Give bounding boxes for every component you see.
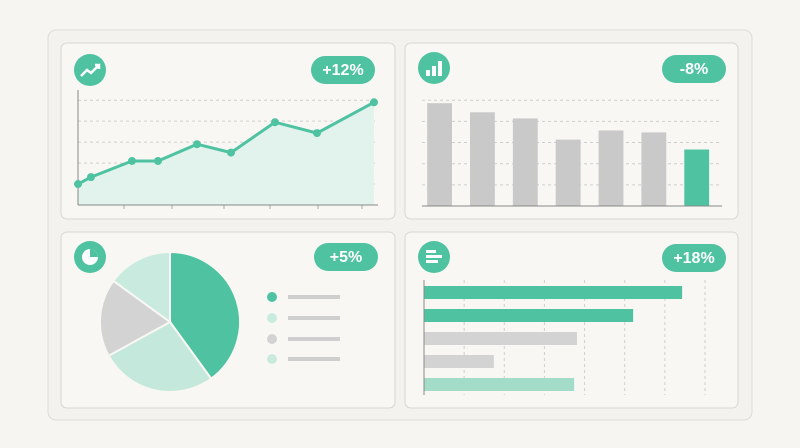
point: [227, 148, 235, 157]
badge: [314, 243, 378, 271]
badge-label: -8%: [680, 61, 708, 78]
bar: [684, 149, 710, 206]
badge-label: +12%: [322, 62, 363, 79]
point: [193, 140, 201, 149]
pie-slice: [107, 320, 213, 393]
icon: [74, 241, 106, 273]
icon: [74, 54, 106, 86]
bar: [641, 132, 667, 206]
bar: [470, 112, 495, 206]
bar: [555, 139, 581, 206]
icon: [418, 52, 450, 84]
bar: [424, 378, 575, 391]
bar: [598, 130, 624, 206]
point: [74, 180, 82, 189]
point: [87, 173, 95, 182]
icon: [418, 241, 450, 273]
bar: [424, 355, 494, 368]
area: [78, 102, 374, 205]
pie-slice: [169, 250, 241, 381]
badge: [311, 56, 375, 84]
pie-slice: [111, 250, 171, 324]
badge: [662, 55, 726, 83]
bar: [427, 103, 452, 206]
bar: [424, 309, 634, 322]
point: [313, 129, 321, 138]
badge-label: +18%: [673, 250, 714, 267]
point: [128, 156, 136, 165]
point: [271, 118, 279, 127]
badge: [662, 244, 726, 272]
point: [370, 98, 378, 107]
bar: [424, 286, 683, 299]
bar: [424, 332, 577, 345]
legend-placeholder: [267, 292, 340, 364]
pie-slice: [99, 279, 172, 358]
badge-label: +5%: [330, 249, 362, 266]
bar: [512, 118, 538, 206]
point: [154, 156, 162, 165]
